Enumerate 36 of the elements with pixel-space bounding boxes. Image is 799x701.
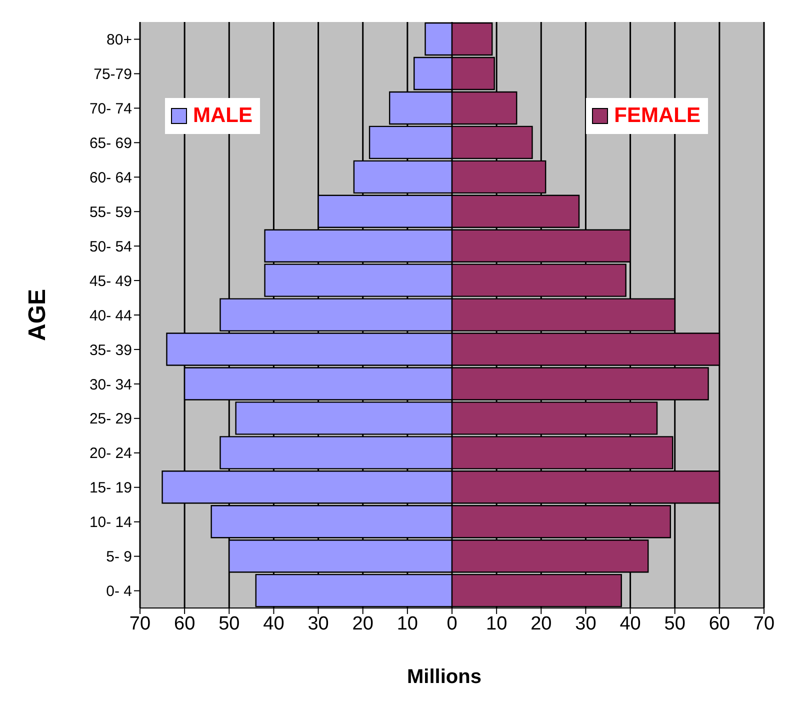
y-tick-label: 75-79	[94, 66, 132, 84]
x-tick-label: 70	[753, 613, 775, 634]
y-tick-label: 50- 54	[89, 238, 132, 256]
x-tick-label: 0	[446, 613, 458, 634]
legend-label: FEMALE	[614, 104, 700, 128]
y-tick-label: 45- 49	[89, 272, 132, 290]
x-tick-label: 60	[174, 613, 196, 634]
x-tick-label: 60	[708, 613, 730, 634]
y-tick-label: 80+	[106, 32, 132, 49]
y-tick-label: 55- 59	[89, 204, 132, 221]
y-tick-label: 60- 64	[89, 169, 132, 186]
y-tick-label: 0- 4	[106, 583, 132, 600]
x-tick-label: 30	[308, 613, 329, 634]
x-tick-label: 10	[396, 613, 418, 634]
y-tick-label: 40- 44	[89, 307, 132, 324]
x-tick-label: 50	[664, 613, 686, 634]
y-tick-label: 20- 24	[89, 445, 132, 462]
x-tick-label: 70	[129, 613, 151, 634]
x-tick-label: 40	[620, 613, 641, 634]
x-tick-label: 50	[218, 613, 240, 634]
x-tick-label: 40	[263, 613, 284, 634]
y-tick-label: 70- 74	[89, 100, 132, 118]
y-tick-label: 35- 39	[89, 342, 132, 359]
y-tick-label: 65- 69	[89, 134, 132, 152]
y-tick-label: 25- 29	[89, 410, 132, 428]
y-tick-label: 15- 19	[89, 480, 132, 497]
x-tick-label: 20	[352, 613, 374, 634]
x-tick-label: 30	[575, 613, 596, 634]
y-tick-label: 30- 34	[89, 376, 132, 394]
y-axis-title: AGE	[24, 288, 52, 342]
x-axis-title: Millions	[407, 666, 482, 689]
y-tick-label: 10- 14	[89, 514, 132, 532]
legend-label: MALE	[192, 104, 252, 128]
x-tick-label: 10	[486, 613, 508, 634]
y-tick-label: 5- 9	[106, 548, 132, 566]
x-tick-label: 20	[530, 613, 552, 634]
